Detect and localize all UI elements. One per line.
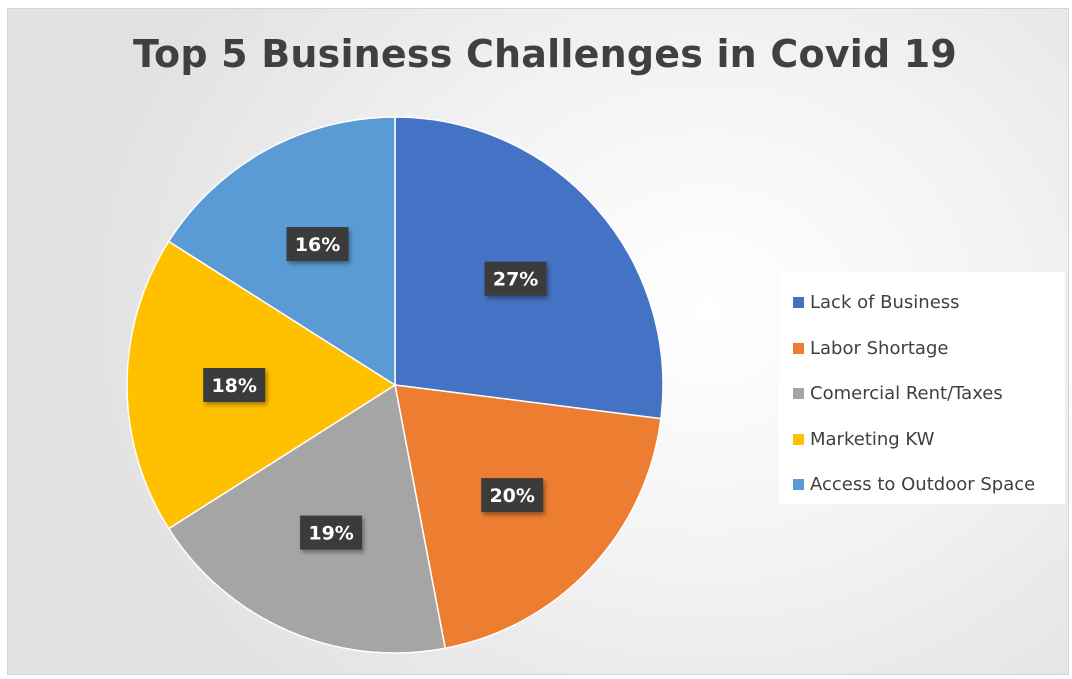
pie-slice-access-to-outdoor-space <box>167 116 396 387</box>
data-label-access-to-outdoor-space: 16% <box>286 227 349 262</box>
data-label-value: 20% <box>489 485 534 507</box>
legend-swatch <box>793 297 804 309</box>
legend-label: Marketing KW <box>810 428 935 450</box>
data-label-value: 27% <box>493 269 538 291</box>
legend-swatch <box>793 342 804 354</box>
legend-swatch <box>793 388 804 400</box>
data-label-box <box>203 368 266 402</box>
legend-label: Lack of Business <box>810 292 960 314</box>
data-label-value: 19% <box>308 523 353 545</box>
data-label-value: 18% <box>211 375 256 397</box>
legend-swatch <box>793 433 804 445</box>
pie-slices <box>126 116 664 654</box>
legend-label: Access to Outdoor Space <box>810 474 1036 496</box>
legend-item-comercial-rent-taxes: Comercial Rent/Taxes <box>793 371 1065 417</box>
chart-title: Top 5 Business Challenges in Covid 19 <box>132 32 958 76</box>
data-label-comercial-rent-taxes: 19% <box>300 515 363 550</box>
pie-data-labels: 27% 20% 19% 18% 16% <box>203 227 547 550</box>
data-label-box <box>481 478 544 513</box>
legend-label: Comercial Rent/Taxes <box>810 383 1003 405</box>
legend: Lack of Business Labor Shortage Comercial … <box>779 272 1065 504</box>
data-label-labor-shortage: 20% <box>481 478 544 513</box>
legend-item-lack-of-business: Lack of Business <box>793 280 1065 326</box>
legend-item-access-to-outdoor-space: Access to Outdoor Space <box>793 462 1065 508</box>
data-label-lack-of-business: 27% <box>484 261 547 296</box>
data-label-box <box>286 227 349 262</box>
legend-item-labor-shortage: Labor Shortage <box>793 326 1065 372</box>
data-label-box <box>300 515 363 550</box>
legend-swatch <box>793 479 804 491</box>
legend-item-marketing-kw: Marketing KW <box>793 417 1065 463</box>
data-label-marketing-kw: 18% <box>203 368 266 402</box>
legend-label: Labor Shortage <box>810 337 949 359</box>
data-label-value: 16% <box>295 234 340 256</box>
data-label-box <box>484 261 547 296</box>
pie-slice-labor-shortage <box>394 384 662 650</box>
